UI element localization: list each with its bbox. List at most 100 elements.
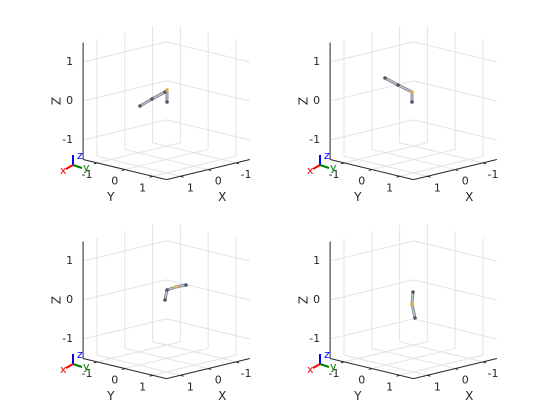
robot-arm-highlight [164,284,187,301]
y-tick-label: -1 [329,367,340,380]
robot-arm-highlight [384,77,413,102]
grid-line [371,148,456,171]
triad-x [312,363,321,369]
z-tick-label: 1 [66,55,73,68]
y-axis-label: Y [106,190,115,204]
z-tick-label: -1 [62,332,73,345]
robot-joint [410,302,414,306]
x-tick-label: 0 [215,175,222,188]
z-axis-label: Z [50,296,64,304]
y-tick-label: 1 [386,380,393,393]
x-tick-label: 0 [462,374,469,387]
y-axis [329,358,414,380]
grid-line [124,148,209,171]
z-tick-label: -1 [309,332,320,345]
z-tick-label: 1 [66,254,73,267]
triad-y [319,363,330,368]
triad-y [72,363,83,368]
y-tick-label: -1 [82,168,93,181]
y-tick-label: 1 [386,181,393,194]
z-axis-label: Z [297,97,311,105]
x-tick-label: 1 [187,181,194,194]
x-tick-label: 0 [462,175,469,188]
robot-joint [410,90,414,94]
z-tick-label: -1 [62,133,73,146]
x-axis [413,358,498,380]
grid-line [399,341,484,363]
y-axis-label: Y [106,389,115,403]
z-axis-label: Z [297,296,311,304]
robot-joint [165,100,169,104]
triad-z-label: z [324,348,330,361]
triad-y-label: y [330,360,337,373]
y-axis [329,159,414,181]
x-axis-label: X [218,389,226,403]
z-tick-label: 1 [313,254,320,267]
triad-x-label: x [307,363,314,376]
y-axis-label: Y [353,190,362,204]
y-tick-label: 0 [358,374,365,387]
triad-z-label: z [324,149,330,162]
robot-joint [411,290,415,294]
triad-x [65,164,74,170]
x-axis-label: X [218,190,226,204]
x-tick-label: -1 [241,168,252,181]
axes-3d: -1 0 1 -1 0 1 -1 0 1 Z Y Xzx y [50,224,252,403]
x-tick-label: 1 [434,380,441,393]
y-tick-label: 1 [139,181,146,194]
triad-y [72,164,83,169]
robot-joint [150,97,154,101]
y-tick-label: 0 [111,374,118,387]
axes-3d: -1 0 1 -1 0 1 -1 0 1 Z Y Xzx y [297,224,498,403]
robot-joint [163,298,167,302]
triad-z-label: z [77,348,83,361]
x-axis-label: X [465,389,473,403]
triad-x [65,363,74,369]
y-tick-label: -1 [82,367,93,380]
z-tick-label: 0 [66,293,73,306]
y-axis [82,358,167,380]
z-tick-label: 0 [66,94,73,107]
x-tick-label: 1 [434,181,441,194]
z-axis-label: Z [50,97,64,105]
y-tick-label: 1 [139,380,146,393]
grid-line [96,155,181,177]
triad-x-label: x [60,164,67,177]
x-tick-label: -1 [488,168,499,181]
grid-line [343,155,428,177]
robot-joint [174,285,178,289]
x-axis [413,159,498,181]
robot-joint [165,288,169,292]
axes-3d: -1 0 1 -1 0 1 -1 0 1 Z Y Xzx y [297,25,499,204]
x-tick-label: -1 [241,367,252,380]
x-axis [166,159,251,181]
grid-line [124,347,209,370]
triad-y [319,164,330,169]
y-axis [82,159,167,181]
y-axis-label: Y [353,389,362,403]
z-tick-label: 0 [313,293,320,306]
robot-joint [410,100,414,104]
robot-joint [413,316,417,320]
triad-x [312,164,321,170]
robot-joint [165,88,169,92]
grid-line [152,341,237,363]
triad-y-label: y [330,161,337,174]
triad-y-label: y [83,161,90,174]
grid-line [399,142,484,164]
x-axis-label: X [465,190,473,204]
robot-joint [138,104,142,108]
z-tick-label: 1 [313,55,320,68]
y-tick-label: 0 [358,175,365,188]
y-tick-label: 0 [111,175,118,188]
triad-z-label: z [77,149,83,162]
x-tick-label: 0 [215,374,222,387]
robot-joint [184,283,188,287]
z-tick-label: -1 [309,133,320,146]
z-tick-label: 0 [313,94,320,107]
triad-x-label: x [307,164,314,177]
y-tick-label: -1 [329,168,340,181]
triad-x-label: x [60,363,67,376]
robot-joint [383,76,387,80]
